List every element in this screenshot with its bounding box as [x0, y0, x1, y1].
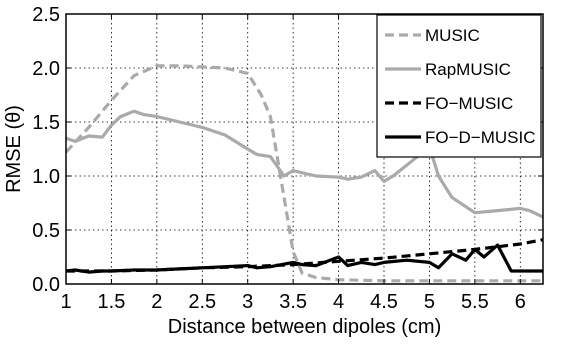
music-series-line: [64, 64, 543, 283]
y-tick-label: 1.0: [32, 166, 60, 188]
x-tick-label: 4.5: [370, 291, 398, 313]
x-tick-label: 6: [515, 291, 526, 313]
x-tick-label: 1.5: [98, 291, 126, 313]
y-tick-label: 2.0: [32, 58, 60, 80]
grid: [66, 14, 543, 284]
y-axis-label: RMSE (θ): [3, 105, 25, 193]
y-tick-label: 0.5: [32, 220, 60, 242]
rapmusic-series-line: [65, 109, 544, 219]
x-tick-label: 2.5: [188, 291, 216, 313]
legend: MUSIC RapMUSIC FO−MUSIC FO−D−MUSIC: [376, 14, 542, 158]
x-tick-label: 5.5: [461, 291, 489, 313]
x-tick-label: 4: [333, 291, 344, 313]
y-tick-label: 0.0: [32, 274, 60, 296]
fo-d-music-series-line: [65, 243, 543, 274]
legend-item-music-label: MUSIC: [425, 26, 480, 45]
x-tick-label: 5: [424, 291, 435, 313]
y-tick-label: 2.5: [32, 4, 60, 26]
x-axis-label: Distance between dipoles (cm): [168, 316, 441, 338]
y-tick-label: 1.5: [32, 112, 60, 134]
legend-item-fo-d-music-label: FO−D−MUSIC: [425, 128, 536, 147]
axis-ticks: 1 1.5 2 2.5 3 3.5 4 4.5 5 5.5 6 0.0 0.5 1.0 1.5 2.0 2.5: [32, 4, 543, 313]
plot-frame: [65, 13, 544, 285]
legend-box: [376, 14, 542, 158]
x-tick-label: 3: [242, 291, 253, 313]
x-tick-label: 1: [60, 291, 71, 313]
x-tick-label: 2: [151, 291, 162, 313]
legend-item-rapmusic-label: RapMUSIC: [425, 60, 511, 79]
x-tick-label: 3.5: [279, 291, 307, 313]
legend-item-fo-music-label: FO−MUSIC: [425, 94, 513, 113]
plot-series: [64, 64, 544, 283]
